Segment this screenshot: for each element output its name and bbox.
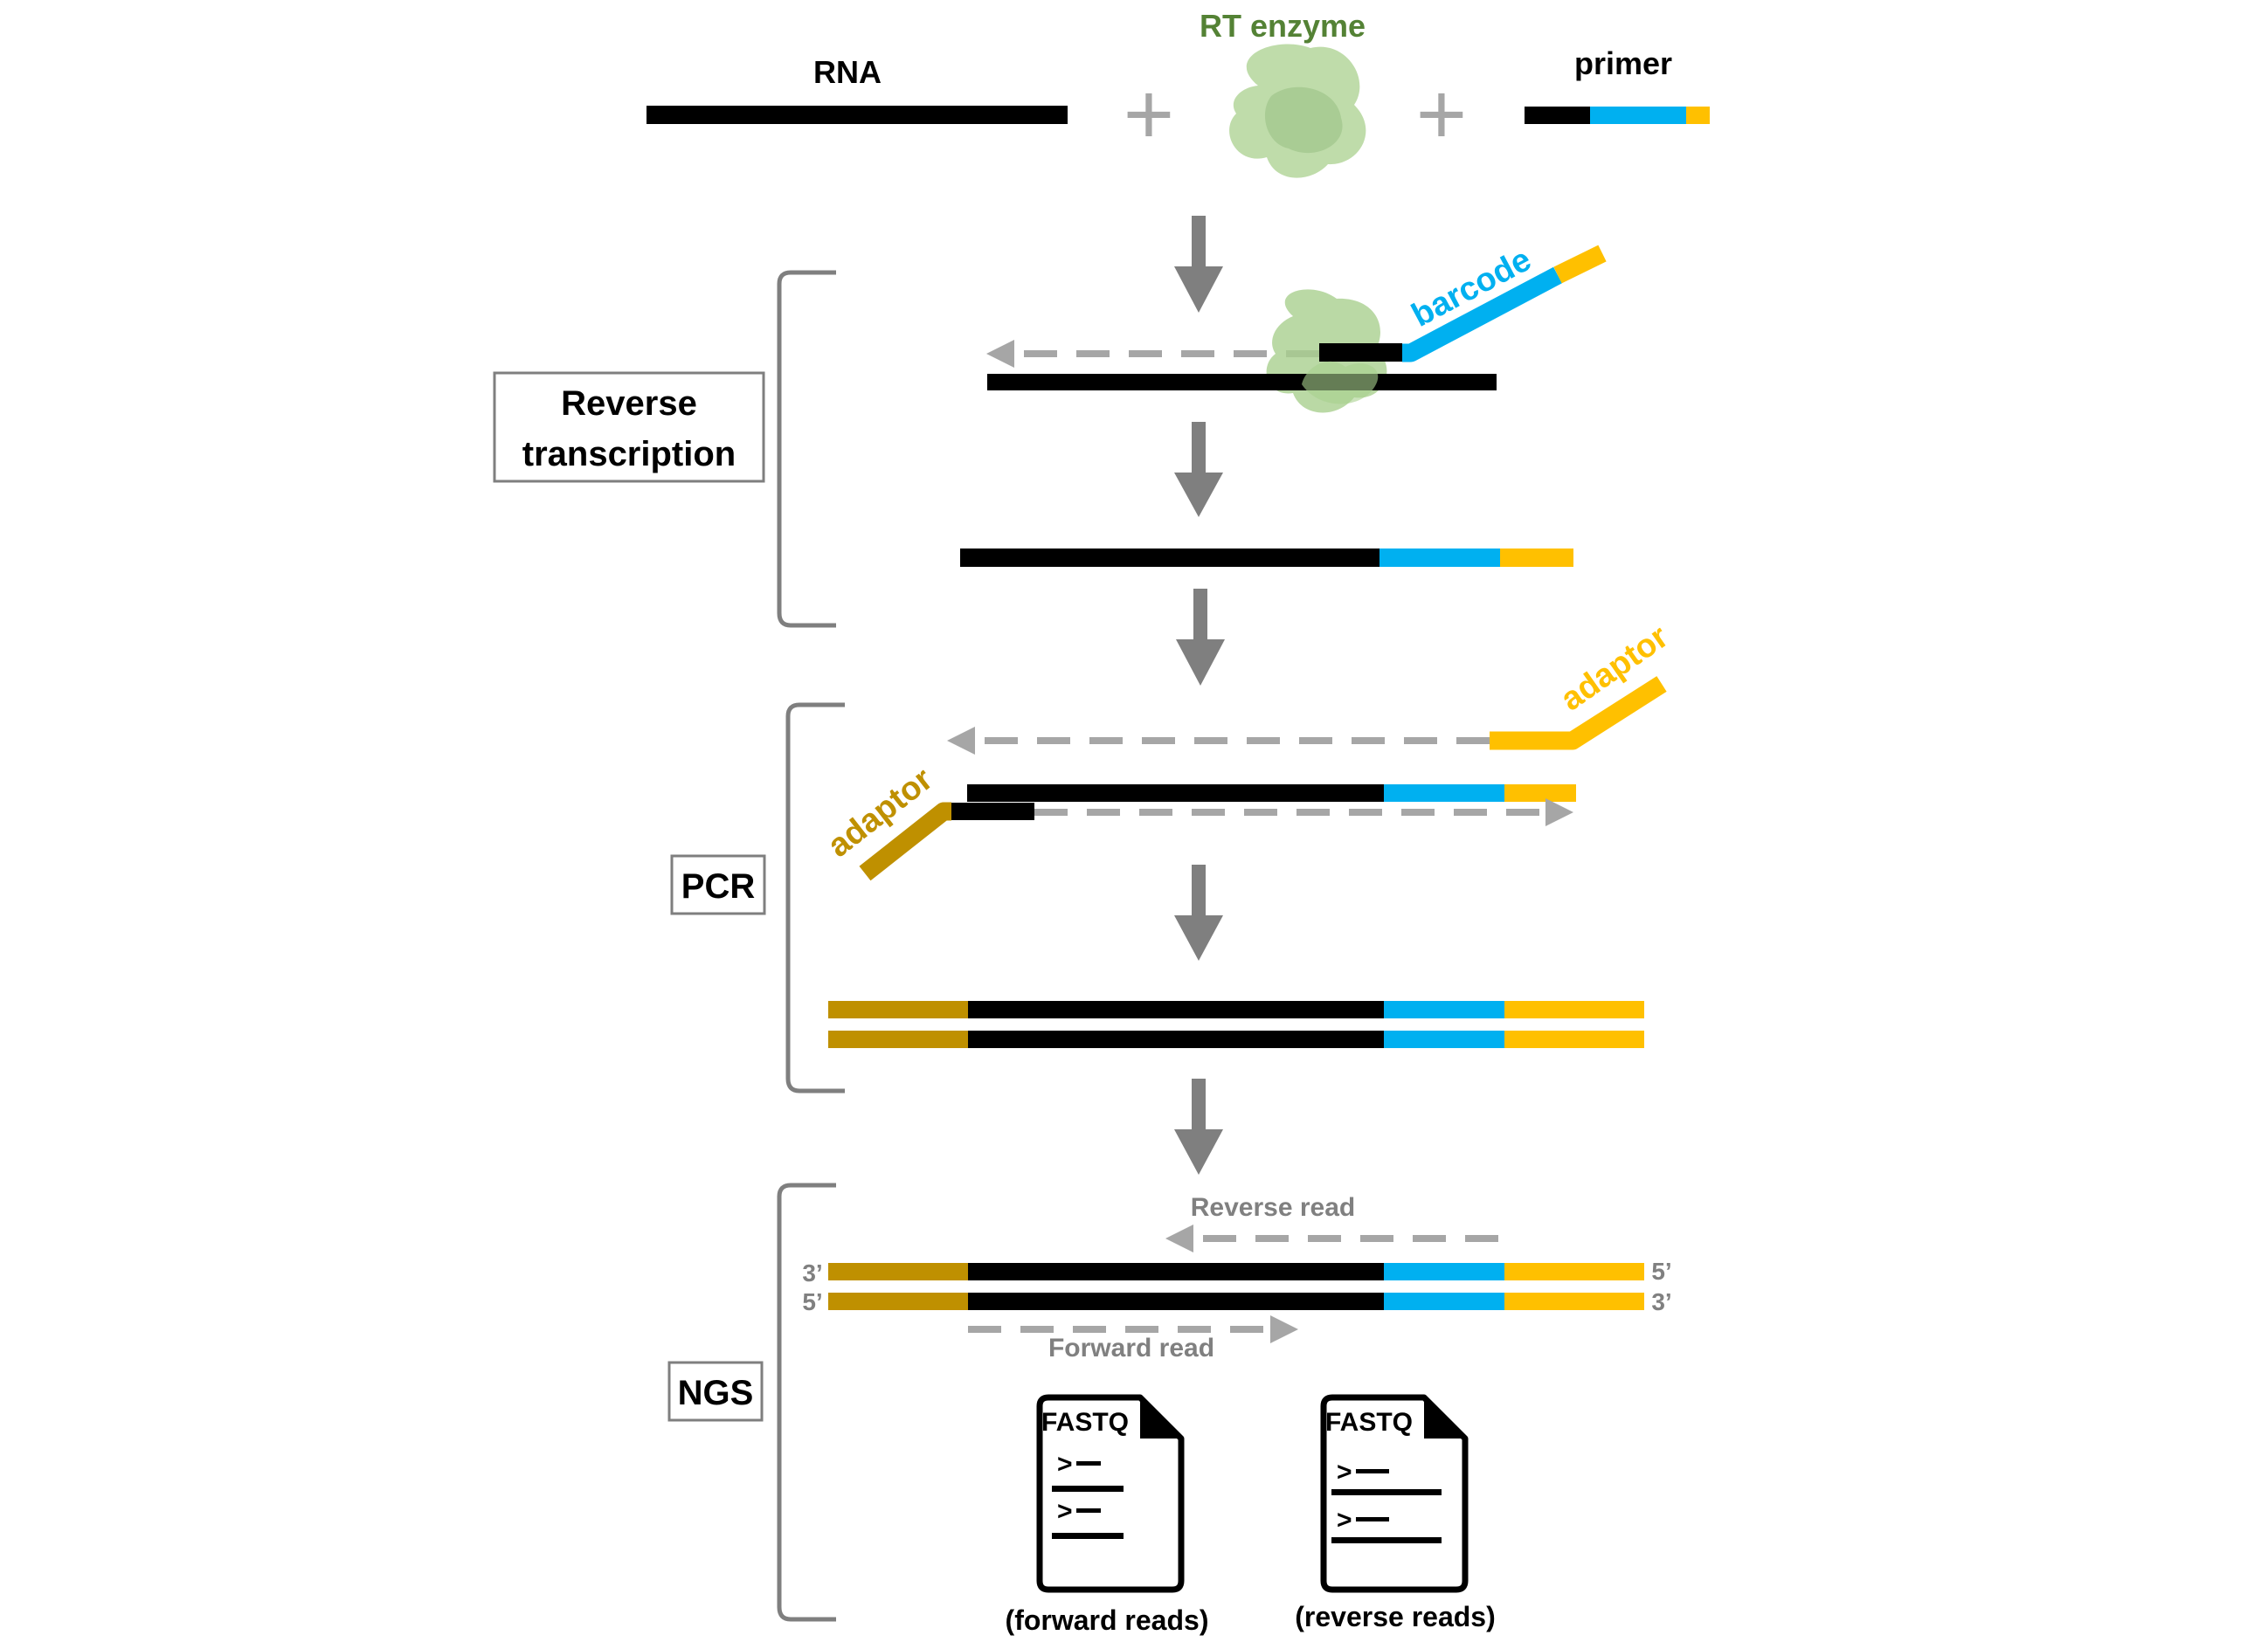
rt-enzyme-icon <box>1229 44 1366 178</box>
down-arrow-2 <box>1174 422 1223 517</box>
file-corner-fold <box>1424 1397 1465 1439</box>
cdna-product <box>960 549 1573 567</box>
rt-step-label-line1: Reverse <box>561 384 697 423</box>
ngs-stage: NGS Reverse read 3’ 5’ 5’ 3’ Forward rea… <box>667 1183 1672 1636</box>
ngs-top-strand <box>828 1263 1644 1280</box>
fastq-prompt-2: > <box>1057 1497 1073 1526</box>
fastq-prompt-1: > <box>1337 1458 1352 1487</box>
forward-read-label: Forward read <box>1048 1334 1214 1363</box>
strand-top-3prime: 3’ <box>802 1259 822 1287</box>
primer-annealed-segment <box>1319 343 1402 362</box>
pcr-step-box <box>670 854 766 915</box>
strand-bottom-3prime: 3’ <box>1651 1288 1671 1315</box>
fastq-file-forward: FASTQ > > (forward reads) <box>1006 1394 1209 1636</box>
primer-adaptor-tail <box>1553 245 1607 284</box>
pcr-stage: PCR adaptor adaptor <box>670 618 1675 1094</box>
adaptor-label-left: adaptor <box>821 761 940 865</box>
file-icon <box>1036 1394 1185 1593</box>
flow-arrows <box>1174 216 1225 1175</box>
fastq-header-reverse: FASTQ <box>1325 1408 1413 1437</box>
primer-label: primer <box>1574 45 1672 81</box>
pcr-template-cdna <box>967 784 1576 802</box>
rna-label: RNA <box>813 54 882 90</box>
rna-template <box>987 374 1497 390</box>
down-arrow-1 <box>1174 216 1223 313</box>
down-arrow-5 <box>1174 1079 1223 1175</box>
pcr-forward-primer-adaptor <box>859 802 953 881</box>
fastq-caption-reverse: (reverse reads) <box>1295 1601 1495 1632</box>
rt-enzyme-overlap <box>1302 361 1379 404</box>
fastq-caption-forward: (forward reads) <box>1006 1604 1209 1636</box>
down-arrow-3 <box>1176 589 1225 686</box>
pcr-reverse-primer-adaptor <box>1490 676 1667 750</box>
rt-enzyme-label: RT enzyme <box>1200 8 1366 44</box>
pcr-product-bottom-strand <box>828 1031 1644 1048</box>
rna-strand <box>647 106 1068 124</box>
ngs-bottom-strand <box>828 1293 1644 1310</box>
file-corner-fold <box>1140 1397 1181 1439</box>
reverse-transcription-stage: Reverse transcription barcode <box>493 241 1607 628</box>
reverse-read-label: Reverse read <box>1191 1193 1355 1222</box>
pcr-step-label: PCR <box>681 867 756 906</box>
barcode-tail <box>1401 266 1562 362</box>
rt-step-label-line2: transcription <box>522 435 736 473</box>
fastq-prompt-2: > <box>1337 1506 1352 1535</box>
rt-bracket <box>777 270 836 628</box>
fastq-prompt-1: > <box>1057 1450 1073 1479</box>
ngs-step-box <box>667 1361 764 1422</box>
plus-sign-2: + <box>1416 66 1467 163</box>
pcr-bracket <box>785 702 845 1094</box>
plus-sign-1: + <box>1124 66 1174 163</box>
pcr-forward-primer-segment <box>951 803 1034 820</box>
down-arrow-4 <box>1174 865 1223 961</box>
fastq-header-forward: FASTQ <box>1041 1408 1129 1437</box>
strand-top-5prime: 5’ <box>1651 1258 1671 1285</box>
inputs-row: RNA + RT enzyme + primer <box>647 8 1710 178</box>
strand-bottom-5prime: 5’ <box>802 1288 822 1315</box>
primer-strand <box>1525 107 1710 124</box>
pcr-product-top-strand <box>828 1001 1644 1018</box>
fastq-file-reverse: FASTQ > > (reverse reads) <box>1295 1394 1496 1632</box>
ngs-step-label: NGS <box>678 1374 754 1412</box>
ngs-bracket <box>777 1183 836 1622</box>
rt-step-box <box>493 371 765 483</box>
